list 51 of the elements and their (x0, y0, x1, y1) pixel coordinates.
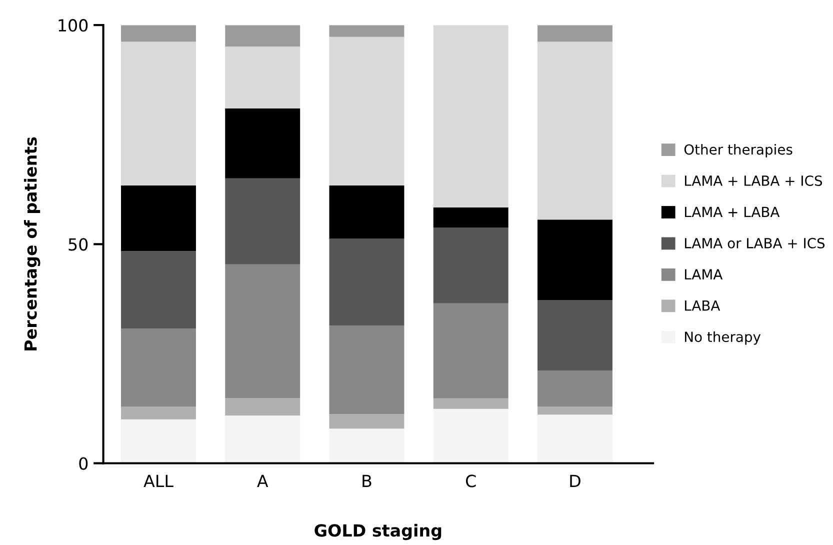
y-axis-title: Percentage of patients (24, 137, 40, 350)
bar (329, 25, 404, 37)
bar (225, 415, 300, 464)
bar (433, 398, 508, 409)
bar (120, 251, 196, 329)
bar (329, 428, 404, 464)
bar (537, 220, 612, 300)
y-tick-label: 50 (68, 238, 88, 251)
legend-label: LAMA + LABA (684, 206, 780, 217)
bar (537, 25, 612, 42)
bar (120, 42, 196, 186)
bar (120, 328, 196, 407)
x-tick-label: ALL (144, 474, 174, 488)
bar (433, 25, 508, 208)
bar (433, 207, 508, 228)
bar (225, 46, 300, 108)
bar (225, 108, 300, 178)
legend-label: LAMA or LABA + ICS (684, 238, 825, 248)
bar (120, 25, 196, 42)
x-tick-label: D (570, 474, 580, 488)
bar (433, 303, 508, 398)
y-tick-label: 0 (79, 457, 88, 470)
legend-label: LABA (684, 300, 720, 311)
bar (225, 398, 300, 416)
bar (329, 238, 404, 326)
bar (537, 414, 612, 464)
bar (225, 25, 300, 47)
y-tick-label: 100 (58, 19, 88, 32)
bar (329, 326, 404, 414)
bar (225, 178, 300, 264)
bar (537, 406, 612, 415)
bar (120, 419, 196, 464)
bar (537, 300, 612, 371)
legend-label: LAMA (684, 269, 723, 280)
bar (120, 185, 196, 252)
bar (329, 185, 404, 238)
x-tick-label: C (466, 474, 476, 488)
bar (329, 414, 404, 429)
bar (537, 370, 612, 407)
bar (433, 228, 508, 304)
bar (537, 42, 612, 220)
x-tick-label: A (257, 474, 268, 488)
x-axis-title: GOLD staging (314, 524, 442, 540)
legend-label: LAMA + LABA + ICS (684, 175, 822, 186)
bar (120, 406, 196, 420)
legend-label: No therapy (684, 331, 761, 345)
bar (225, 264, 300, 398)
x-tick-label: B (362, 474, 372, 488)
legend-label: Other therapies (684, 144, 792, 158)
bar (433, 408, 508, 464)
bar (329, 36, 404, 186)
